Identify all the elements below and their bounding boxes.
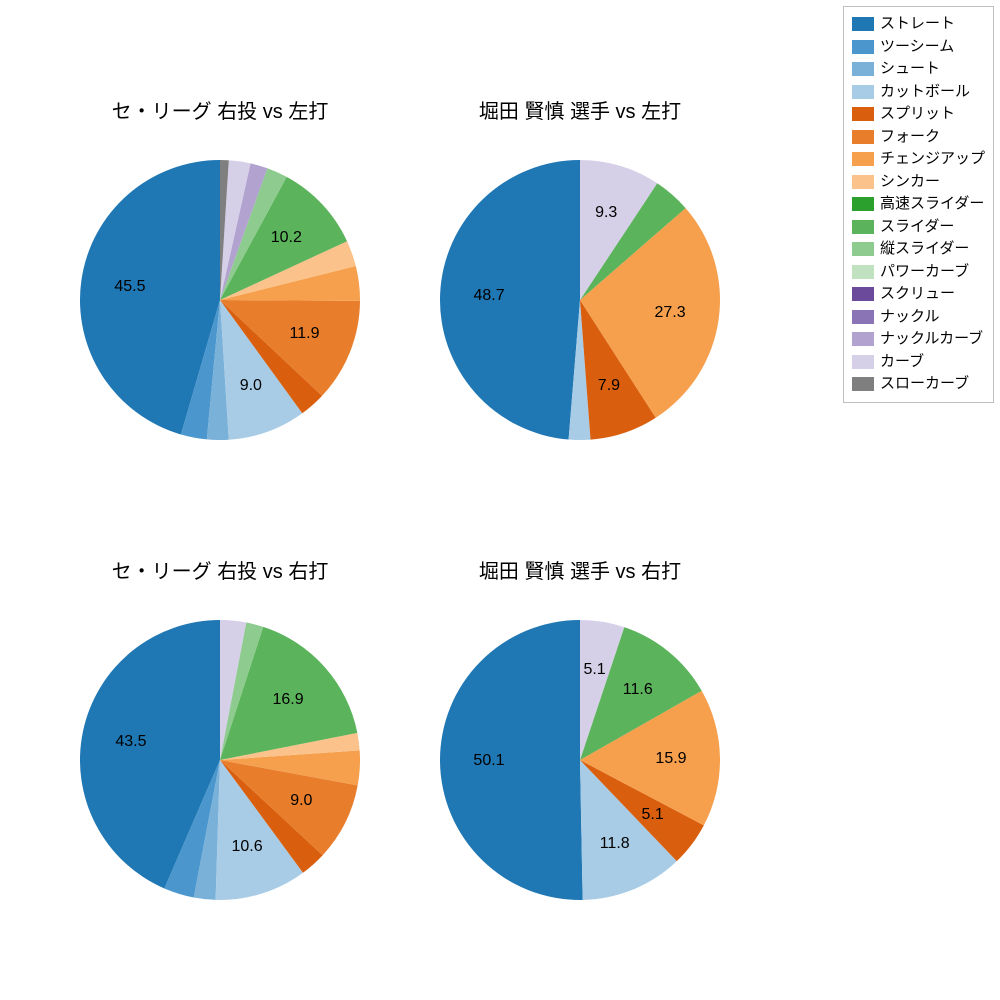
legend-item: カーブ <box>852 351 985 374</box>
legend-label: チェンジアップ <box>880 148 985 171</box>
pie-value-label: 15.9 <box>655 750 686 768</box>
legend-label: ナックル <box>880 306 940 329</box>
legend-item: パワーカーブ <box>852 261 985 284</box>
legend-swatch <box>852 130 874 144</box>
legend-swatch <box>852 377 874 391</box>
pie-value-label: 9.3 <box>595 204 617 222</box>
pie-value-label: 5.1 <box>642 806 664 824</box>
legend-swatch <box>852 220 874 234</box>
legend-swatch <box>852 242 874 256</box>
legend-item: シュート <box>852 58 985 81</box>
legend-item: チェンジアップ <box>852 148 985 171</box>
pie-slice <box>440 620 583 900</box>
chart-title-br: 堀田 賢慎 選手 vs 右打 <box>430 555 730 584</box>
pie-value-label: 48.7 <box>473 287 504 305</box>
legend-swatch <box>852 332 874 346</box>
legend-swatch <box>852 62 874 76</box>
legend-label: カーブ <box>880 351 924 374</box>
pie-value-label: 10.2 <box>271 229 302 247</box>
legend-item: ナックル <box>852 306 985 329</box>
legend-label: シンカー <box>880 171 940 194</box>
legend-label: 高速スライダー <box>880 193 984 216</box>
legend-swatch <box>852 287 874 301</box>
legend-swatch <box>852 355 874 369</box>
legend-label: フォーク <box>880 126 940 149</box>
legend-label: シュート <box>880 58 940 81</box>
chart-title-tr: 堀田 賢慎 選手 vs 左打 <box>430 95 730 124</box>
pie-value-label: 9.0 <box>290 792 312 810</box>
legend-item: スライダー <box>852 216 985 239</box>
legend-item: シンカー <box>852 171 985 194</box>
legend-item: ストレート <box>852 13 985 36</box>
pie-value-label: 10.6 <box>231 838 262 856</box>
pie-value-label: 7.9 <box>598 377 620 395</box>
legend-swatch <box>852 17 874 31</box>
pie-value-label: 5.1 <box>583 661 605 679</box>
legend-label: スライダー <box>880 216 954 239</box>
legend-item: 高速スライダー <box>852 193 985 216</box>
legend-label: ストレート <box>880 13 955 36</box>
legend-item: スクリュー <box>852 283 985 306</box>
pie-value-label: 9.0 <box>240 377 262 395</box>
pie-value-label: 11.9 <box>290 325 320 343</box>
pie-tl <box>80 160 360 440</box>
legend: ストレートツーシームシュートカットボールスプリットフォークチェンジアップシンカー… <box>843 6 994 403</box>
chart-title-tl: セ・リーグ 右投 vs 左打 <box>70 95 370 124</box>
legend-label: ナックルカーブ <box>880 328 983 351</box>
legend-item: 縦スライダー <box>852 238 985 261</box>
pie-value-label: 43.5 <box>115 733 146 751</box>
legend-swatch <box>852 310 874 324</box>
legend-item: スプリット <box>852 103 985 126</box>
legend-label: スローカーブ <box>880 373 969 396</box>
legend-label: スクリュー <box>880 283 955 306</box>
pie-value-label: 11.8 <box>600 835 630 853</box>
legend-swatch <box>852 265 874 279</box>
pie-slice <box>440 160 580 440</box>
legend-label: パワーカーブ <box>880 261 969 284</box>
pie-value-label: 45.5 <box>114 278 145 296</box>
pie-value-label: 50.1 <box>473 752 504 770</box>
legend-label: スプリット <box>880 103 955 126</box>
legend-swatch <box>852 197 874 211</box>
pie-bl <box>80 620 360 900</box>
legend-swatch <box>852 40 874 54</box>
legend-swatch <box>852 175 874 189</box>
legend-label: カットボール <box>880 81 970 104</box>
legend-item: ナックルカーブ <box>852 328 985 351</box>
pie-value-label: 11.6 <box>623 681 653 699</box>
legend-label: 縦スライダー <box>880 238 969 261</box>
legend-swatch <box>852 152 874 166</box>
chart-title-bl: セ・リーグ 右投 vs 右打 <box>70 555 370 584</box>
legend-item: スローカーブ <box>852 373 985 396</box>
pie-value-label: 16.9 <box>272 691 303 709</box>
pie-value-label: 27.3 <box>655 304 686 322</box>
legend-swatch <box>852 107 874 121</box>
legend-item: ツーシーム <box>852 36 985 59</box>
legend-item: カットボール <box>852 81 985 104</box>
legend-swatch <box>852 85 874 99</box>
legend-item: フォーク <box>852 126 985 149</box>
legend-label: ツーシーム <box>880 36 954 59</box>
